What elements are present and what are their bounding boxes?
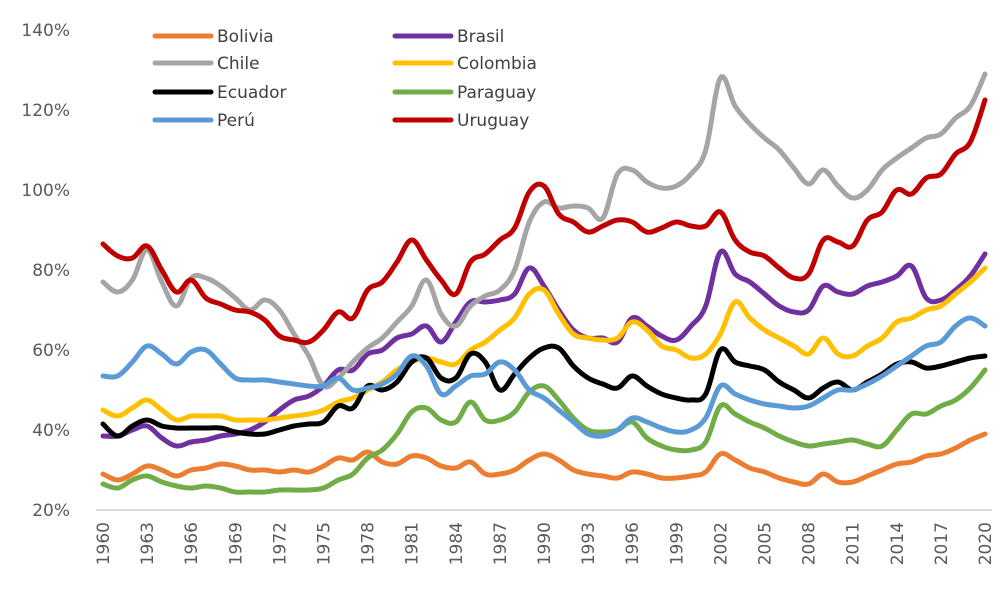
x-tick-label: 2017 [932, 522, 952, 565]
x-axis: 1960 1963 1966 1969 1972 1975 1978 1981 1984 1987… [94, 509, 996, 565]
legend-item: Bolivia [152, 27, 274, 47]
x-tick-label: 1963 [138, 522, 158, 565]
y-tick-label: 120% [21, 101, 70, 121]
series-line-ecuador [100, 343, 988, 439]
x-tick-label: 1978 [359, 522, 379, 565]
legend-item: Uruguay [392, 111, 529, 131]
series-line-per [100, 315, 988, 439]
legend-item: Perú [152, 111, 255, 131]
legend-item: Colombia [392, 54, 537, 74]
y-tick-label: 20% [32, 501, 70, 521]
x-tick-label: 1981 [403, 522, 423, 565]
x-tick-label: 1972 [270, 522, 290, 565]
series-line-brasil [100, 248, 988, 449]
x-tick-label: 1966 [182, 522, 202, 565]
x-tick-label: 1984 [447, 522, 467, 565]
legend: Bolivia Brasil Chile Colombia Ecuador Paragua… [152, 27, 537, 131]
y-tick-label: 140% [21, 21, 70, 41]
series-line-uruguay [100, 97, 988, 346]
x-tick-label: 2014 [888, 522, 908, 565]
x-tick-label: 1990 [535, 522, 555, 565]
legend-label: Brasil [457, 27, 504, 47]
x-tick-label: 1987 [491, 522, 511, 565]
series-line-colombia [100, 265, 988, 423]
x-tick-label: 1999 [667, 522, 687, 565]
series-line-bolivia [100, 431, 988, 487]
x-tick-label: 2011 [844, 522, 864, 565]
y-tick-label: 100% [21, 181, 70, 201]
x-tick-label: 2002 [711, 522, 731, 565]
y-tick-label: 40% [32, 421, 70, 441]
legend-label: Uruguay [457, 111, 529, 131]
legend-item: Brasil [392, 27, 504, 47]
y-axis: 20% 40% 60% 80% 100% 120% 140% [21, 21, 70, 521]
y-tick-label: 80% [32, 261, 70, 281]
series-line-paraguay [100, 367, 988, 495]
plot-lines [100, 71, 988, 495]
x-tick-label: 2005 [756, 522, 776, 565]
legend-label: Paraguay [457, 83, 536, 103]
x-tick-label: 1969 [226, 522, 246, 565]
x-tick-label: 1960 [94, 522, 114, 565]
legend-label: Chile [217, 54, 260, 74]
legend-label: Perú [217, 111, 255, 131]
x-tick-label: 1993 [579, 522, 599, 565]
legend-item: Chile [152, 54, 260, 74]
legend-item: Ecuador [152, 83, 286, 103]
x-tick-label: 1975 [315, 522, 335, 565]
x-tick-label: 2020 [976, 522, 996, 565]
x-tick-label: 1996 [623, 522, 643, 565]
legend-label: Bolivia [217, 27, 274, 47]
legend-label: Colombia [457, 54, 537, 74]
y-tick-label: 60% [32, 341, 70, 361]
legend-label: Ecuador [217, 83, 286, 103]
x-tick-label: 2008 [800, 522, 820, 565]
legend-item: Paraguay [392, 83, 536, 103]
